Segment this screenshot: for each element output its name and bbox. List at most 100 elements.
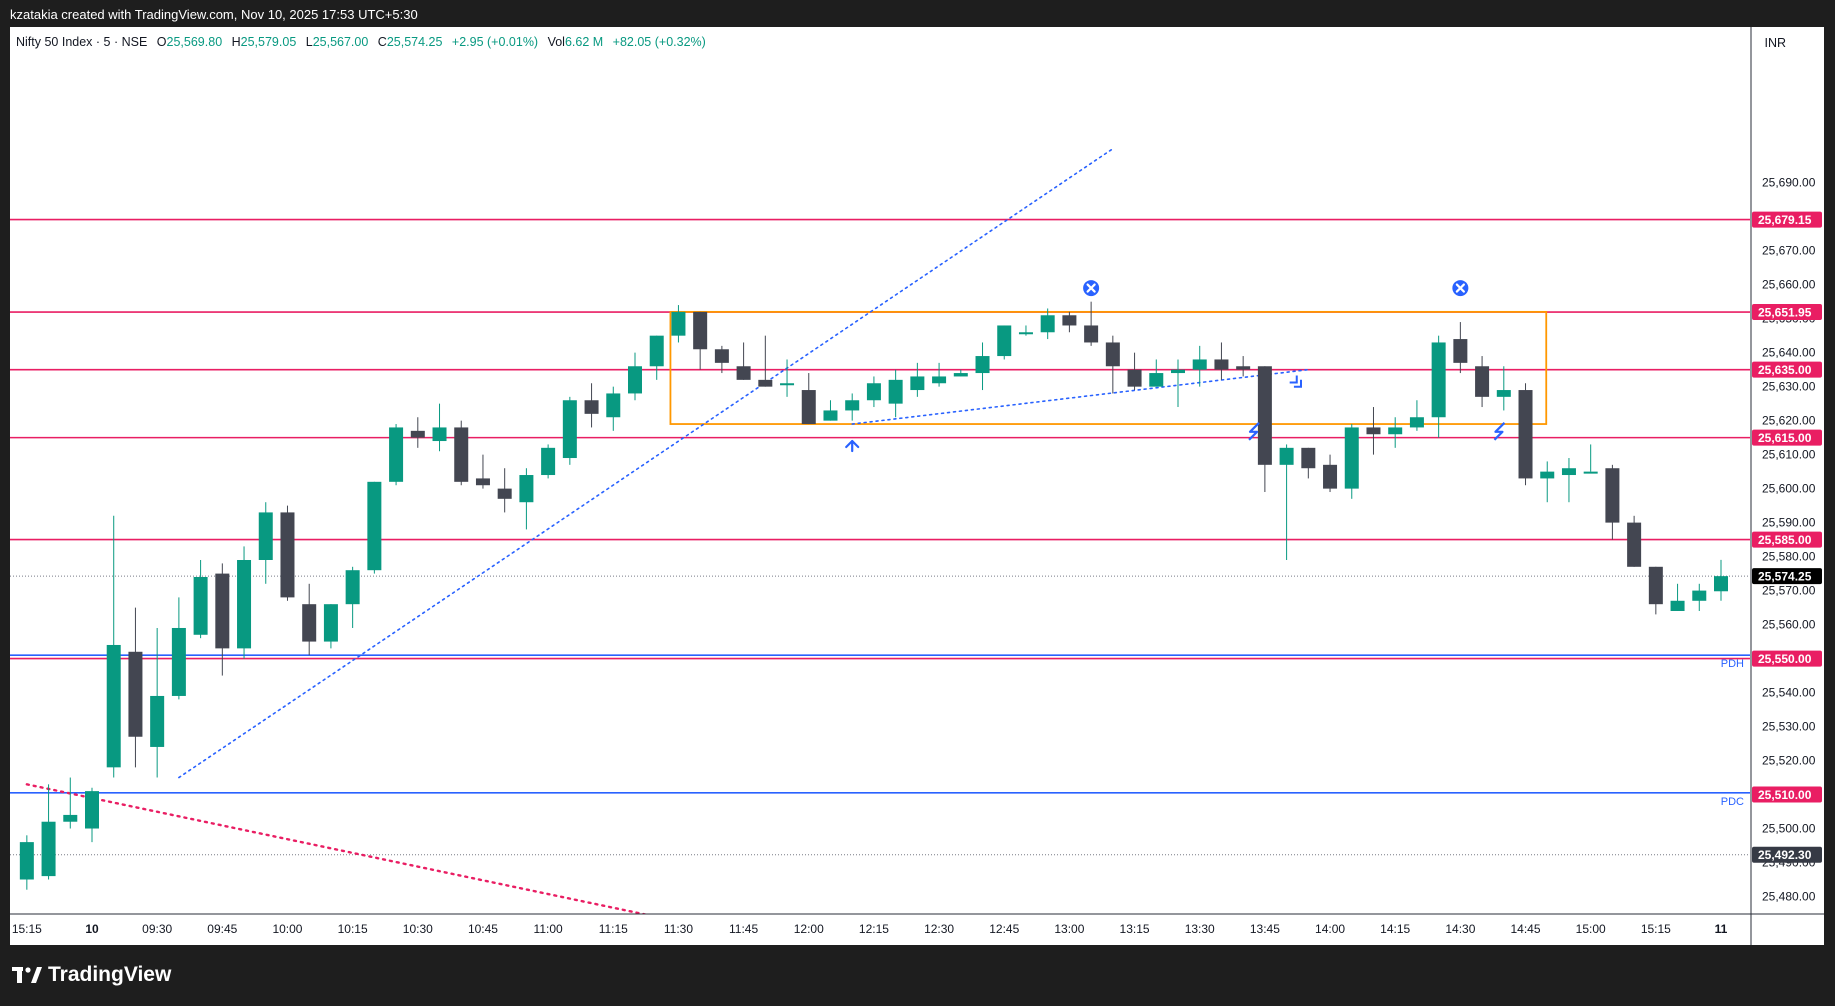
volume-value: 6.62 M [564,35,604,49]
low-label: L [305,35,313,49]
candle-body [1388,427,1403,435]
candle-body [1062,315,1077,326]
candle [323,604,338,649]
level-price-tag: 25,510.00 [1752,786,1822,803]
y-tick-label: 25,660.00 [1762,278,1816,292]
candle [1344,424,1359,499]
candle-body [649,335,664,367]
prev-day-tag: PDC [1721,796,1744,808]
candle [1453,322,1468,374]
candle-body [41,821,56,877]
candle [1105,335,1120,394]
candle [389,424,404,486]
candle-body [1018,332,1033,335]
candle-body [736,366,751,380]
level-price-tag-bg [1752,211,1822,228]
candle-body [497,488,512,499]
candle-body [1149,373,1164,387]
candle-body [1301,447,1316,469]
candle [150,627,165,778]
close-value: 25,574.25 [386,35,443,49]
level-price-tag: 25,651.95 [1752,304,1822,321]
y-tick-label: 25,560.00 [1762,618,1816,632]
candle [888,369,903,418]
candle-body [866,383,881,401]
currency-label[interactable]: INR [1764,36,1786,50]
open-label: O [156,35,167,49]
chart-pane[interactable]: PDH PDC 25,480.0025,490.0025,500.0025,510… [10,27,1824,945]
candle-body [801,390,816,425]
candle [280,505,295,601]
trendline [25,783,649,914]
x-tick-label: 13:15 [1120,922,1150,936]
symbol-legend[interactable]: Nifty 50 Index · 5 · NSE O25,569.80 H25,… [16,35,706,49]
trendline [178,147,1114,779]
candle [1084,301,1099,346]
level-price-tag-bg [1752,429,1822,446]
candle-body [562,400,577,459]
candle-body [628,366,642,394]
level-price-tag: 25,615.00 [1752,429,1822,446]
y-tick-label: 25,630.00 [1762,380,1816,394]
level-price-tag-text: 25,679.15 [1758,213,1812,227]
level-price-tag: 25,635.00 [1752,361,1822,378]
candle [1062,311,1077,333]
candle [562,396,577,465]
lightning-bolt-icon [1248,422,1260,441]
x-tick-label: 15:15 [12,922,42,936]
candle [1496,366,1511,411]
candle-body [1561,468,1576,476]
candle [171,597,186,700]
candle-body [606,393,621,418]
x-tick-label: 11:30 [664,922,693,936]
level-price-tag-bg [1752,361,1822,378]
candle [1714,559,1728,601]
x-tick-label: 10:30 [403,922,433,936]
candle [1670,583,1685,611]
candle-body [171,627,186,696]
lightning-bolt-icon [1493,422,1506,441]
level-price-tag-text: 25,635.00 [1758,363,1812,377]
trendline [851,368,1310,425]
y-tick-label: 25,580.00 [1762,550,1816,564]
candle-body [1605,468,1620,523]
candle [367,481,382,574]
level-price-tag-bg [1752,650,1822,667]
candle-body [910,376,925,391]
candle [1518,383,1533,486]
level-price-tag-text: 25,615.00 [1758,431,1812,445]
price-chart[interactable]: PDH PDC 25,480.0025,490.0025,500.0025,510… [10,27,1824,945]
candle-body [1323,464,1338,489]
candle-body [454,427,469,482]
candle-body [1236,366,1251,370]
x-tick-label: 11:45 [729,922,758,936]
y-tick-label: 25,590.00 [1762,516,1816,530]
candle [1236,356,1251,377]
candle-body [1192,359,1207,370]
candle [128,607,143,768]
x-tick-label: 13:30 [1185,922,1215,936]
tradingview-logo[interactable]: TradingView [12,963,171,987]
level-price-tag-text: 25,510.00 [1758,788,1812,802]
y-tick-label: 25,690.00 [1762,176,1816,190]
x-tick-label: 12:15 [859,922,889,936]
brand-name: TradingView [48,963,172,986]
symbol-name[interactable]: Nifty 50 Index · 5 · NSE [16,35,148,49]
high-label: H [231,35,241,49]
candle [1605,464,1620,540]
candle-body [1431,342,1446,418]
candle-body [410,430,425,438]
candle [649,335,664,380]
candle-body [302,604,317,642]
candle-body [823,410,838,421]
level-price-tag-text: 25,651.95 [1758,306,1812,320]
candle-body [345,570,360,605]
candle [823,400,838,421]
candle [671,305,686,343]
candle-body [584,400,599,414]
candle-body [1627,522,1642,567]
candle-body [323,604,338,642]
candle-body [106,644,121,768]
current-price-tag: 25,574.25 [1752,568,1822,585]
candle [910,362,925,397]
